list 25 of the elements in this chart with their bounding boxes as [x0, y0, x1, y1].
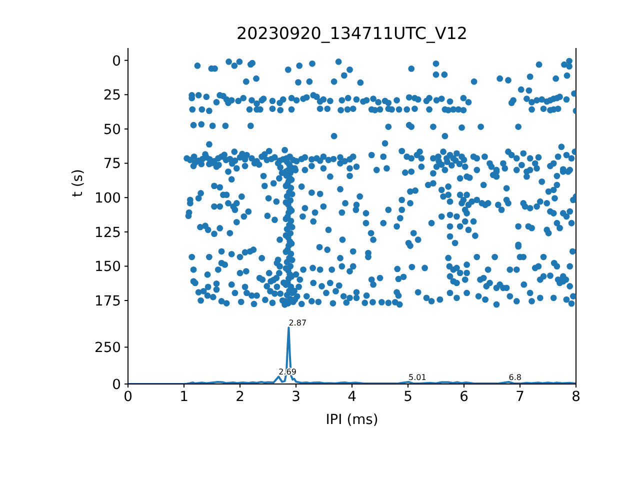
y-tick-label: 150 — [94, 259, 121, 276]
x-tick-label: 3 — [292, 388, 300, 405]
y-tick-label: 125 — [94, 224, 121, 241]
x-tick-label: 8 — [572, 388, 580, 405]
x-tick-label: 5 — [404, 388, 412, 405]
y-tick-label: 100 — [94, 190, 121, 207]
x-tick-label: 4 — [348, 388, 357, 405]
annotation: 6.8 — [508, 372, 522, 382]
y-tick-label: 175 — [94, 293, 121, 310]
x-tick-label: 6 — [460, 388, 468, 405]
y-tick-label: 50 — [103, 122, 121, 138]
x-tick-label: 2 — [236, 388, 244, 405]
annotation: 2.87 — [288, 318, 307, 328]
chart-title: 20230920_134711UTC_V12 — [235, 23, 469, 43]
y-tick-label: 75 — [103, 156, 121, 172]
y-tick-label: 250 — [94, 340, 121, 356]
y-tick-label: 0 — [112, 53, 121, 70]
y-tick-label: 25 — [103, 88, 121, 104]
y-axis-title: t (s) — [70, 168, 86, 196]
x-axis-title: IPI (ms) — [324, 411, 380, 429]
x-tick-label: 0 — [124, 388, 132, 405]
x-tick-label: 1 — [180, 388, 188, 405]
x-tick-label: 7 — [516, 388, 524, 405]
annotation: 5.01 — [408, 372, 426, 382]
y-tick-label: 0 — [112, 376, 121, 393]
